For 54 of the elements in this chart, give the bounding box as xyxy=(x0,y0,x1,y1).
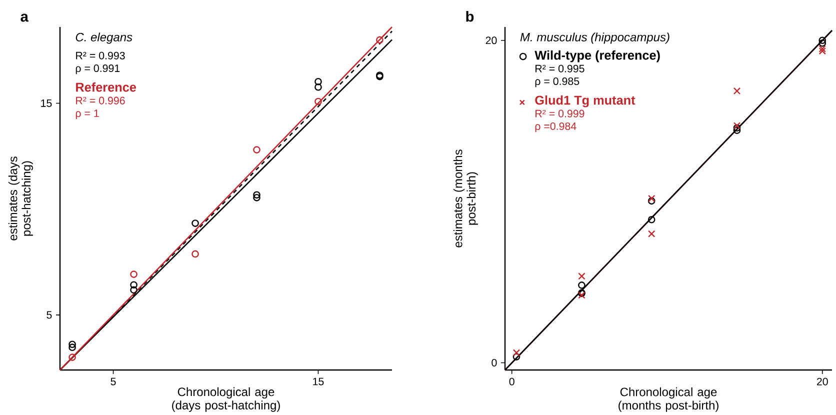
point xyxy=(253,146,260,154)
point xyxy=(578,282,586,289)
point xyxy=(68,354,76,361)
point xyxy=(818,39,826,47)
x-tick-label: 0 xyxy=(509,378,514,386)
y-axis-title: estimates (months post-birth) xyxy=(453,150,478,248)
point xyxy=(314,83,322,91)
x-axis-title: Chronological age (months post-birth) xyxy=(618,387,718,412)
annotation: ρ = 0.991 xyxy=(76,64,120,74)
point xyxy=(314,98,322,106)
point xyxy=(130,286,138,294)
x-tick-label: 5 xyxy=(110,378,116,386)
point xyxy=(818,45,826,52)
legend-label: Wild-type (reference) xyxy=(534,50,660,62)
chart-subtitle: C. elegans xyxy=(76,32,132,44)
point xyxy=(314,78,322,86)
point xyxy=(818,47,826,55)
point xyxy=(648,230,656,238)
legend-label: Glud1 Tg mutant xyxy=(535,95,636,108)
point xyxy=(733,124,741,132)
annotation: R² = 0.995 xyxy=(536,64,584,72)
annotation: ρ = 1 xyxy=(76,110,99,120)
point xyxy=(578,272,586,280)
point xyxy=(733,122,741,130)
point xyxy=(376,36,384,44)
annotation: R² = 0.999 xyxy=(536,110,584,118)
point xyxy=(192,250,199,258)
x-tick-label: 20 xyxy=(816,378,828,386)
point xyxy=(512,353,520,360)
chart-title: b xyxy=(466,10,474,22)
point xyxy=(648,216,656,224)
annotation: ρ =0.984 xyxy=(535,122,576,132)
point xyxy=(68,340,76,348)
annotation: R² = 0.993 xyxy=(76,52,125,60)
x-axis-title: Chronological age (days post-hatching) xyxy=(172,387,280,412)
point xyxy=(130,281,138,289)
annotation: ρ = 0.985 xyxy=(535,77,580,88)
point xyxy=(648,194,656,202)
point xyxy=(733,87,741,95)
chart-subtitle: M. musculus (hippocampus) xyxy=(520,32,670,44)
y-axis-title: estimates (days post-hatching) xyxy=(8,156,33,240)
point xyxy=(192,220,199,227)
x-tick-label: 15 xyxy=(313,378,324,386)
annotation: R² = 0.996 xyxy=(76,96,125,104)
point xyxy=(68,344,76,352)
point xyxy=(818,36,826,44)
point xyxy=(648,197,656,205)
point xyxy=(253,194,260,202)
point xyxy=(253,191,260,199)
point xyxy=(733,126,741,134)
text: Reference xyxy=(76,82,136,92)
point xyxy=(512,349,520,356)
chart-title: a xyxy=(20,14,29,22)
point xyxy=(130,270,138,278)
